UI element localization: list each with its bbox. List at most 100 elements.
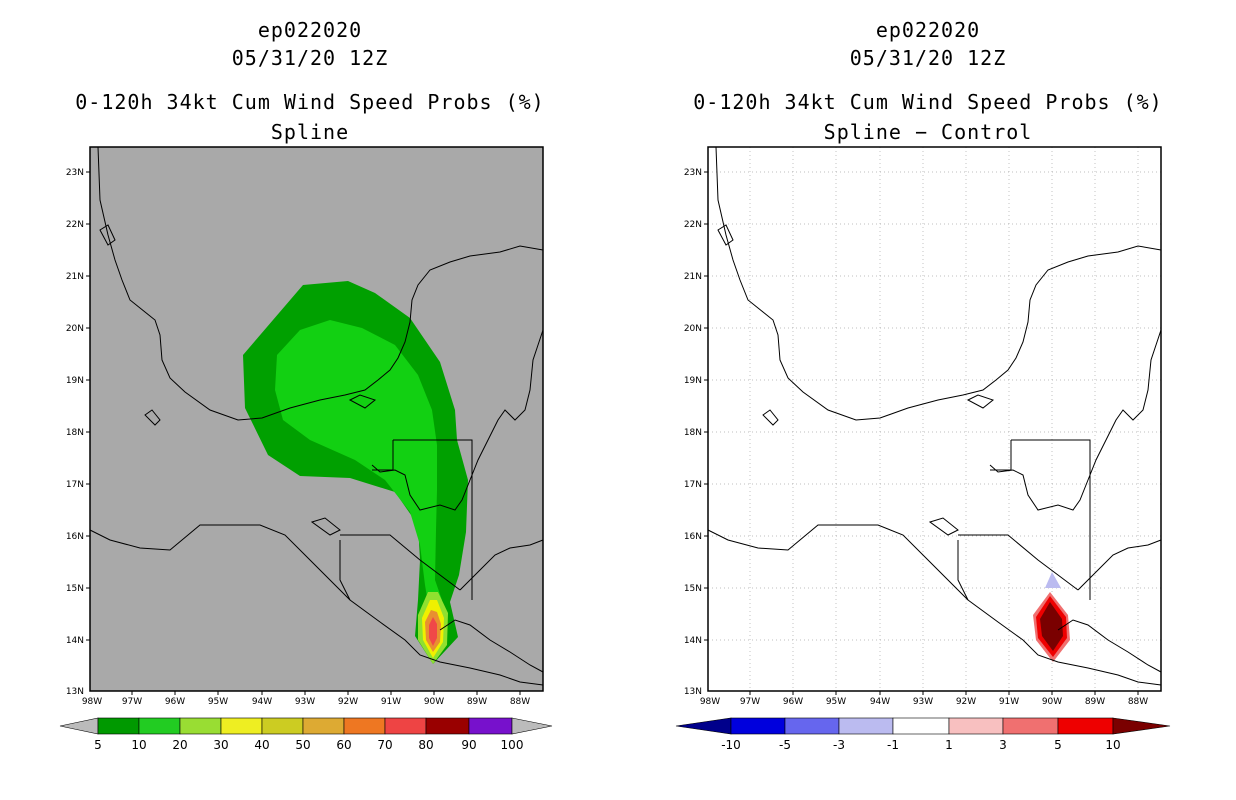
- left-cb-label: 70: [377, 738, 393, 752]
- left-cb-label: 30: [213, 738, 229, 752]
- lat-label: 19N: [66, 376, 84, 386]
- left-cb-label: 10: [131, 738, 147, 752]
- left-map-frame: [89, 146, 544, 692]
- lon-label: 90W: [1042, 697, 1062, 707]
- right-lon-labels: 98W 97W 96W 95W 94W 93W 92W 91W 90W 89W …: [700, 697, 1148, 707]
- right-lat-ticks: [704, 171, 708, 641]
- colorbar-swatch: [784, 717, 840, 735]
- colorbar-swatch: [892, 717, 950, 735]
- colorbar-swatch: [261, 717, 304, 735]
- left-cb-label: 40: [254, 738, 270, 752]
- lat-label: 18N: [66, 428, 84, 438]
- lat-label: 14N: [66, 636, 84, 646]
- colorbar-swatch: [1057, 717, 1114, 735]
- right-map-background: [708, 147, 1161, 691]
- diff-10pct: [1040, 602, 1063, 651]
- lon-label: 88W: [510, 697, 530, 707]
- lat-label: 23N: [66, 168, 84, 178]
- colorbar-swatch: [220, 717, 263, 735]
- right-cb-label: 5: [1054, 738, 1062, 752]
- lat-label: 18N: [684, 428, 702, 438]
- colorbar-swatch: [838, 717, 894, 735]
- right-cb-label: -1: [887, 738, 899, 752]
- right-storm-id: ep022020: [875, 18, 981, 42]
- right-map-frame: [707, 146, 1162, 692]
- colorbar-swatch: [179, 717, 222, 735]
- right-cb-label: -10: [721, 738, 741, 752]
- left-cb-label: 100: [500, 738, 524, 752]
- colorbar-swatch: [97, 717, 140, 735]
- colorbar-swatch: [384, 717, 427, 735]
- right-cb-label: 3: [999, 738, 1007, 752]
- lat-label: 16N: [66, 532, 84, 542]
- left-lat-ticks: [86, 171, 90, 641]
- colorbar-swatch: [730, 717, 786, 735]
- lat-label: 13N: [684, 687, 702, 697]
- colorbar-over-arrow: [511, 717, 553, 735]
- lon-label: 95W: [208, 697, 228, 707]
- left-map: 23N 22N 21N 20N 19N 18N 17N 16N 15N 14N …: [59, 146, 553, 735]
- lon-label: 95W: [826, 697, 846, 707]
- lon-label: 89W: [1085, 697, 1105, 707]
- right-coastlines: [707, 146, 1162, 686]
- colorbar-over-arrow: [1112, 717, 1171, 735]
- lat-label: 22N: [66, 220, 84, 230]
- lat-label: 23N: [684, 168, 702, 178]
- lon-label: 96W: [783, 697, 803, 707]
- lat-label: 15N: [684, 584, 702, 594]
- colorbar-under-arrow: [59, 717, 99, 735]
- left-lon-ticks: [131, 691, 521, 695]
- left-lon-labels: 98W 97W 96W 95W 94W 93W 92W 91W 90W 89W …: [82, 697, 530, 707]
- lat-label: 13N: [66, 687, 84, 697]
- lon-label: 91W: [999, 697, 1019, 707]
- lat-label: 14N: [684, 636, 702, 646]
- lon-label: 98W: [700, 697, 720, 707]
- lat-label: 21N: [66, 272, 84, 282]
- right-colorbar: [675, 717, 1171, 735]
- lat-label: 20N: [684, 324, 702, 334]
- colorbar-swatch: [1002, 717, 1059, 735]
- right-borders: [957, 439, 1091, 601]
- colorbar-swatch: [343, 717, 386, 735]
- left-storm-id: ep022020: [257, 18, 363, 42]
- lon-label: 92W: [338, 697, 358, 707]
- lon-label: 94W: [870, 697, 890, 707]
- lon-label: 89W: [467, 697, 487, 707]
- left-lat-labels: 23N 22N 21N 20N 19N 18N 17N 16N 15N 14N …: [66, 168, 84, 697]
- right-cb-label: -3: [833, 738, 845, 752]
- left-chart-subtitle: Spline: [270, 120, 350, 144]
- left-cb-label: 60: [336, 738, 352, 752]
- right-lon-ticks: [749, 691, 1139, 695]
- lat-label: 16N: [684, 532, 702, 542]
- lon-label: 88W: [1128, 697, 1148, 707]
- lon-label: 93W: [913, 697, 933, 707]
- colorbar-swatch: [138, 717, 181, 735]
- lat-label: 17N: [66, 480, 84, 490]
- left-cb-label: 90: [461, 738, 477, 752]
- left-cb-label: 20: [172, 738, 188, 752]
- right-cb-label: -5: [779, 738, 791, 752]
- right-lat-labels: 23N 22N 21N 20N 19N 18N 17N 16N 15N 14N …: [684, 168, 702, 697]
- right-cb-label: 1: [945, 738, 953, 752]
- left-borders: [339, 439, 473, 601]
- colorbar-swatch: [468, 717, 513, 735]
- left-chart-title: 0-120h 34kt Cum Wind Speed Probs (%): [75, 90, 545, 114]
- left-cb-label: 80: [418, 738, 434, 752]
- colorbar-swatch: [302, 717, 345, 735]
- right-chart-title: 0-120h 34kt Cum Wind Speed Probs (%): [693, 90, 1163, 114]
- lon-label: 97W: [740, 697, 760, 707]
- left-coastlines: [89, 146, 544, 686]
- left-datetime: 05/31/20 12Z: [231, 46, 389, 70]
- lat-label: 17N: [684, 480, 702, 490]
- swath-70pct: [429, 617, 437, 646]
- right-map: 23N 22N 21N 20N 19N 18N 17N 16N 15N 14N …: [675, 146, 1171, 735]
- lat-label: 19N: [684, 376, 702, 386]
- right-chart-subtitle: Spline − Control: [823, 120, 1033, 144]
- lat-label: 15N: [66, 584, 84, 594]
- diff-negative-blob: [1045, 572, 1061, 588]
- lon-label: 97W: [122, 697, 142, 707]
- lon-label: 92W: [956, 697, 976, 707]
- lon-label: 93W: [295, 697, 315, 707]
- lon-label: 96W: [165, 697, 185, 707]
- right-cb-label: 10: [1105, 738, 1121, 752]
